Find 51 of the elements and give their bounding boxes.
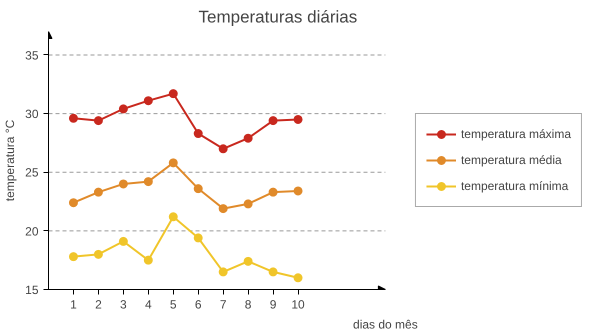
y-tick-label: 15: [25, 283, 39, 297]
y-tick-label: 25: [25, 166, 39, 180]
x-tick-label: 3: [120, 298, 128, 312]
y-axis-title: temperatura °C: [3, 119, 18, 202]
point: [168, 212, 178, 222]
legend-label: temperatura máxima: [460, 127, 571, 141]
point: [218, 204, 228, 214]
x-tick-label: 4: [144, 298, 152, 312]
point: [194, 184, 203, 194]
point: [94, 188, 103, 197]
legend-label: temperatura mínima: [460, 179, 568, 193]
point: [94, 250, 103, 259]
x-tick-label: 8: [244, 298, 252, 312]
point: [118, 104, 128, 114]
x-tick-label: 6: [194, 298, 202, 312]
x-axis-title: dias do mês: [353, 318, 418, 332]
point: [144, 256, 153, 265]
point: [218, 144, 228, 154]
point: [168, 89, 178, 98]
x-tick-label: 7: [220, 298, 227, 312]
point: [194, 233, 203, 242]
point: [268, 116, 278, 126]
y-tick-label: 30: [25, 107, 39, 122]
point: [268, 188, 278, 197]
point: [144, 177, 153, 186]
y-tick-label: 35: [25, 48, 39, 62]
point: [144, 96, 153, 106]
x-tick-label: 9: [270, 298, 277, 312]
point: [68, 252, 78, 262]
y-tick-label: 20: [25, 224, 39, 238]
point: [218, 267, 228, 276]
point: [294, 186, 303, 196]
point: [244, 199, 253, 208]
x-tick-label: 10: [291, 298, 306, 312]
point: [194, 129, 203, 138]
x-tick-label: 5: [170, 298, 177, 312]
point: [118, 179, 128, 188]
point: [168, 158, 178, 168]
point: [68, 198, 78, 208]
legend-label: temperatura média: [460, 153, 562, 167]
point: [68, 114, 78, 123]
point: [244, 256, 253, 266]
point: [244, 134, 253, 143]
x-tick-label: 1: [70, 298, 78, 312]
point: [118, 236, 128, 246]
point: [294, 273, 303, 282]
point: [294, 114, 303, 124]
point: [94, 116, 103, 126]
chart-title: Temperaturas diárias: [198, 8, 358, 26]
x-tick-label: 2: [95, 298, 102, 312]
point: [268, 267, 278, 276]
